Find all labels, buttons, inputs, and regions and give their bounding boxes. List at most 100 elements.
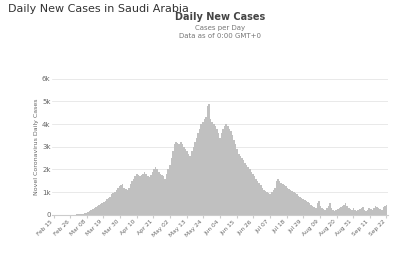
Bar bbox=[103, 202, 104, 215]
Bar bbox=[214, 126, 216, 215]
Bar bbox=[296, 194, 298, 215]
Bar bbox=[370, 209, 372, 215]
Bar bbox=[131, 181, 133, 215]
Bar bbox=[204, 119, 205, 215]
Bar bbox=[272, 190, 274, 215]
Bar bbox=[196, 138, 197, 215]
Bar bbox=[163, 176, 164, 215]
Bar bbox=[343, 205, 345, 215]
Bar bbox=[381, 210, 382, 215]
Bar bbox=[186, 151, 188, 215]
Bar bbox=[350, 209, 351, 215]
Bar bbox=[222, 129, 224, 215]
Bar bbox=[147, 176, 148, 215]
Bar bbox=[246, 165, 248, 215]
Bar bbox=[287, 188, 288, 215]
Bar bbox=[124, 188, 125, 215]
Bar bbox=[241, 158, 243, 215]
Bar bbox=[285, 187, 287, 215]
Bar bbox=[294, 193, 296, 215]
Bar bbox=[315, 208, 316, 215]
Bar bbox=[158, 172, 160, 215]
Bar bbox=[98, 205, 100, 215]
Bar bbox=[133, 178, 134, 215]
Bar bbox=[80, 214, 81, 215]
Bar bbox=[90, 210, 92, 215]
Bar bbox=[233, 140, 235, 215]
Bar bbox=[102, 204, 103, 215]
Bar bbox=[368, 208, 370, 215]
Bar bbox=[89, 211, 90, 215]
Bar bbox=[100, 204, 102, 215]
Bar bbox=[199, 129, 200, 215]
Bar bbox=[183, 147, 185, 215]
Bar bbox=[331, 208, 332, 215]
Bar bbox=[180, 142, 182, 215]
Bar bbox=[189, 156, 191, 215]
Bar bbox=[92, 209, 94, 215]
Bar bbox=[279, 181, 280, 215]
Bar bbox=[362, 207, 364, 215]
Bar bbox=[138, 175, 139, 215]
Bar bbox=[338, 208, 340, 215]
Bar bbox=[244, 163, 246, 215]
Bar bbox=[128, 188, 130, 215]
Bar bbox=[375, 206, 376, 215]
Bar bbox=[270, 194, 271, 215]
Bar bbox=[284, 185, 285, 215]
Bar bbox=[211, 122, 213, 215]
Bar bbox=[114, 192, 116, 215]
Bar bbox=[364, 210, 365, 215]
Text: Daily New Cases in Saudi Arabia: Daily New Cases in Saudi Arabia bbox=[8, 4, 189, 14]
Bar bbox=[117, 188, 119, 215]
Bar bbox=[185, 149, 186, 215]
Bar bbox=[290, 190, 292, 215]
Bar bbox=[372, 210, 373, 215]
Bar bbox=[97, 206, 98, 215]
Bar bbox=[321, 208, 323, 215]
Bar bbox=[357, 210, 359, 215]
Bar bbox=[276, 181, 277, 215]
Bar bbox=[329, 204, 331, 215]
Bar bbox=[210, 119, 211, 215]
Bar bbox=[345, 204, 346, 215]
Bar bbox=[177, 143, 178, 215]
Bar bbox=[94, 208, 95, 215]
Bar bbox=[274, 188, 276, 215]
Bar bbox=[150, 175, 152, 215]
Bar bbox=[255, 178, 257, 215]
Bar bbox=[164, 178, 166, 215]
Bar bbox=[155, 167, 156, 215]
Bar bbox=[146, 174, 147, 215]
Bar bbox=[112, 193, 114, 215]
Bar bbox=[386, 205, 387, 215]
Bar bbox=[218, 133, 219, 215]
Bar bbox=[232, 135, 233, 215]
Text: Cases per Day: Cases per Day bbox=[195, 25, 245, 31]
Bar bbox=[153, 170, 155, 215]
Bar bbox=[263, 190, 265, 215]
Bar bbox=[356, 211, 357, 215]
Bar bbox=[320, 206, 321, 215]
Bar bbox=[208, 103, 210, 215]
Bar bbox=[194, 142, 196, 215]
Bar bbox=[86, 212, 87, 215]
Bar bbox=[379, 209, 381, 215]
Bar bbox=[360, 208, 362, 215]
Bar bbox=[120, 185, 122, 215]
Bar bbox=[142, 174, 144, 215]
Bar bbox=[156, 170, 158, 215]
Bar bbox=[314, 207, 315, 215]
Bar bbox=[216, 129, 218, 215]
Bar bbox=[144, 172, 146, 215]
Bar bbox=[298, 195, 299, 215]
Bar bbox=[251, 172, 252, 215]
Bar bbox=[310, 205, 312, 215]
Bar bbox=[109, 197, 111, 215]
Bar bbox=[384, 206, 386, 215]
Bar bbox=[235, 144, 236, 215]
Bar bbox=[175, 142, 177, 215]
Bar bbox=[288, 189, 290, 215]
Bar bbox=[139, 176, 141, 215]
Bar bbox=[248, 167, 249, 215]
